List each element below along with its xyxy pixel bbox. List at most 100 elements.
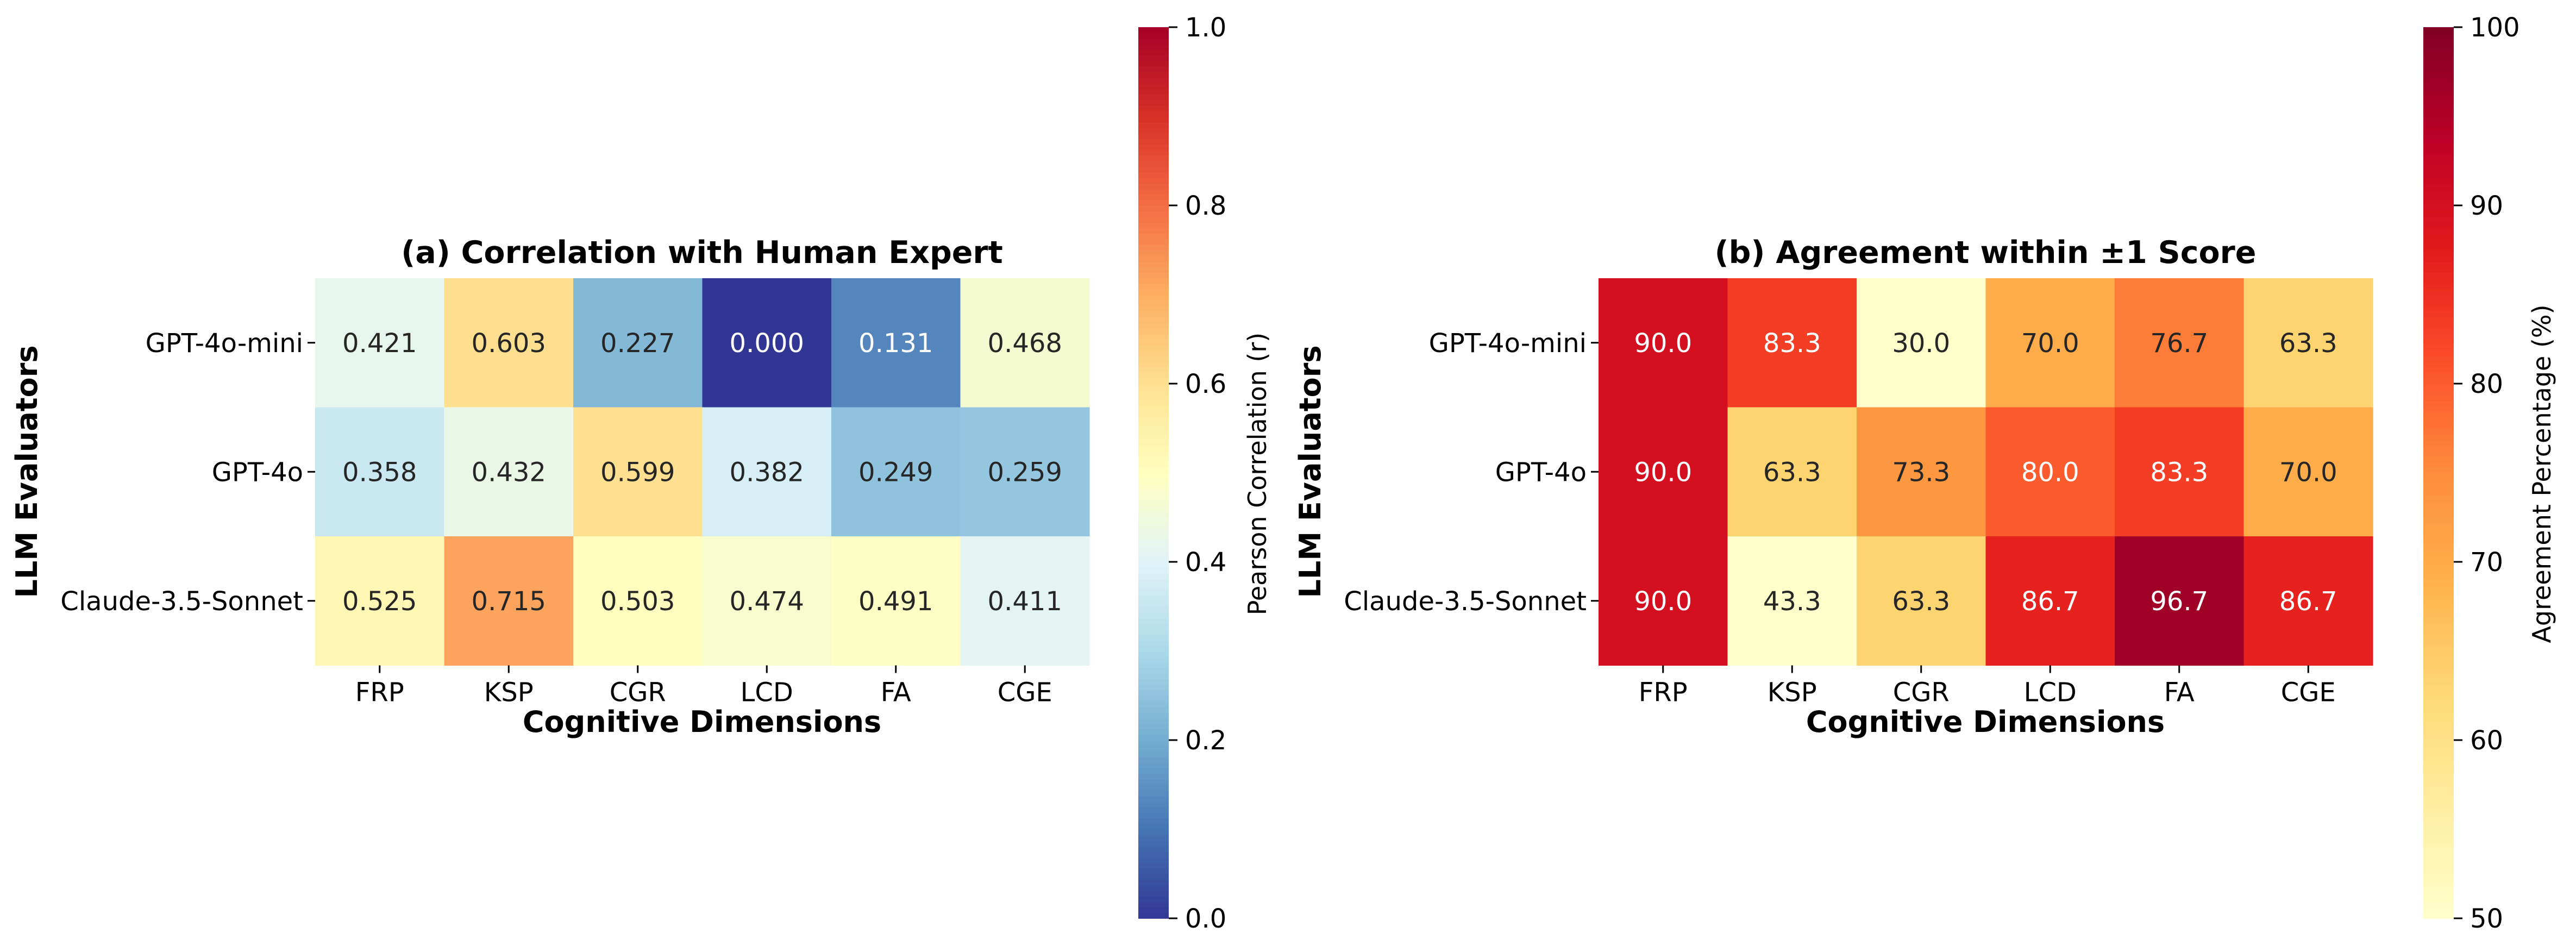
colorbar-gradient-segment [1138, 177, 1169, 184]
heatmap-cell [1985, 278, 2115, 408]
colorbar-gradient-segment [1138, 189, 1169, 195]
colorbar-gradient-segment [1138, 506, 1169, 512]
colorbar-gradient-segment [1138, 907, 1169, 913]
colorbar-gradient-segment [2423, 149, 2454, 156]
colorbar-gradient-segment [1138, 283, 1169, 290]
cell-value-label: 0.474 [730, 586, 804, 617]
colorbar-gradient-segment [2423, 350, 2454, 356]
colorbar-gradient-segment [1138, 696, 1169, 702]
colorbar-gradient-segment [1138, 874, 1169, 880]
colorbar-gradient-segment [1138, 812, 1169, 819]
colorbar-tick-label: 0.2 [1185, 725, 1226, 756]
colorbar-gradient-segment [1138, 411, 1169, 418]
colorbar-gradient-segment [2423, 467, 2454, 473]
heatmap-cells: 90.0 83.3 30.0 70.0 76.7 63.3 90.0 63.3 73.3 80.0… [1599, 278, 2373, 666]
colorbar-gradient-segment [1138, 422, 1169, 429]
colorbar-gradient-segment [2423, 673, 2454, 680]
colorbar-gradient-segment [1138, 578, 1169, 585]
colorbar-gradient-segment [2423, 595, 2454, 602]
heatmap-cell [702, 278, 832, 408]
colorbar-gradient-segment [2423, 840, 2454, 847]
colorbar-gradient-segment [1138, 673, 1169, 680]
colorbar-gradient-segment [2423, 417, 2454, 423]
colorbar-gradient-segment [1138, 33, 1169, 39]
cell-value-label: 0.227 [600, 328, 675, 359]
colorbar-gradient-segment [2423, 127, 2454, 134]
colorbar-gradient-segment [1138, 66, 1169, 72]
colorbar-gradient-segment [1138, 617, 1169, 624]
colorbar-gradient-segment [2423, 746, 2454, 752]
colorbar-gradient-segment [1138, 851, 1169, 858]
colorbar-gradient-segment [1138, 857, 1169, 863]
colorbar-gradient-segment [1138, 183, 1169, 190]
cell-value-label: 0.432 [472, 457, 546, 487]
colorbar-gradient-segment [1138, 122, 1169, 128]
colorbar-gradient-segment [2423, 139, 2454, 145]
colorbar-gradient-segment [1138, 484, 1169, 490]
colorbar-gradient-segment [2423, 295, 2454, 301]
y-axis-label: LLM Evaluators [1293, 346, 1327, 598]
colorbar-gradient-segment [1138, 361, 1169, 368]
colorbar-gradient-segment [2423, 244, 2454, 250]
heatmap-title: (b) Agreement within ±1 Score [1715, 235, 2257, 271]
y-tick-label: GPT-4o [212, 457, 303, 487]
colorbar-gradient-segment [2423, 88, 2454, 95]
colorbar-gradient-segment [2423, 562, 2454, 568]
colorbar-gradient-segment [2423, 534, 2454, 540]
colorbar-gradient-segment [1138, 105, 1169, 111]
colorbar-gradient-segment [2423, 511, 2454, 518]
colorbar-gradient-segment [1138, 417, 1169, 423]
colorbar-gradient-segment [2423, 723, 2454, 730]
colorbar-gradient-segment [2423, 540, 2454, 546]
colorbar-gradient-segment [2423, 907, 2454, 913]
colorbar-gradient-segment [1138, 550, 1169, 557]
colorbar-gradient-segment [1138, 88, 1169, 95]
colorbar-gradient-segment [2423, 751, 2454, 757]
panel-agreement: (b) Agreement within ±1 Score 90.0 83.3 30… [1293, 12, 2556, 934]
cell-value-label: 0.599 [600, 457, 675, 487]
colorbar-gradient-segment [1138, 55, 1169, 61]
x-tick-label: CGR [1893, 678, 1950, 708]
heatmap-cell [573, 536, 703, 666]
colorbar-gradient-segment [2423, 110, 2454, 117]
cell-value-label: 86.7 [2279, 586, 2337, 617]
colorbar-label: Pearson Correlation (r) [1243, 333, 1272, 615]
cell-value-label: 0.259 [988, 457, 1062, 487]
colorbar-gradient-segment [2423, 701, 2454, 707]
colorbar-gradient-segment [1138, 295, 1169, 301]
colorbar-gradient-segment [2423, 912, 2454, 919]
colorbar-gradient-segment [2423, 322, 2454, 329]
colorbar-gradient-segment [1138, 511, 1169, 518]
colorbar-gradient-segment [2423, 94, 2454, 101]
colorbar-gradient-segment [2423, 901, 2454, 908]
x-tick-label: CGR [610, 678, 666, 708]
colorbar-gradient-segment [1138, 768, 1169, 774]
colorbar-gradient-segment [2423, 261, 2454, 267]
colorbar-gradient-segment [2423, 278, 2454, 284]
colorbar-gradient-segment [2423, 495, 2454, 502]
colorbar-gradient-segment [2423, 384, 2454, 390]
colorbar-gradient-segment [1138, 912, 1169, 919]
cell-value-label: 70.0 [2021, 328, 2079, 359]
colorbar-gradient-segment [2423, 623, 2454, 629]
x-tick-label: CGE [2281, 678, 2336, 708]
colorbar-gradient-segment [1138, 573, 1169, 579]
colorbar-gradient-segment [1138, 345, 1169, 351]
colorbar-gradient-segment [2423, 266, 2454, 273]
panel-correlation: (a) Correlation with Human Expert 0.421 0… [10, 12, 1272, 934]
colorbar-gradient-segment [1138, 651, 1169, 657]
colorbar-gradient-segment [1138, 835, 1169, 841]
colorbar-gradient-segment [2423, 400, 2454, 406]
colorbar-gradient-segment [1138, 528, 1169, 535]
heatmap-cell [1857, 407, 1986, 537]
colorbar-gradient-segment [1138, 305, 1169, 312]
colorbar-gradient-segment [1138, 523, 1169, 529]
colorbar-gradient-segment [1138, 428, 1169, 435]
colorbar-gradient-segment [2423, 584, 2454, 591]
colorbar-gradient-segment [1138, 612, 1169, 618]
colorbar-gradient-segment [2423, 216, 2454, 223]
colorbar-gradient-segment [2423, 222, 2454, 228]
heatmap-cell [1727, 536, 1857, 666]
colorbar-gradient-segment [2423, 773, 2454, 780]
colorbar-gradient-segment [1138, 734, 1169, 741]
